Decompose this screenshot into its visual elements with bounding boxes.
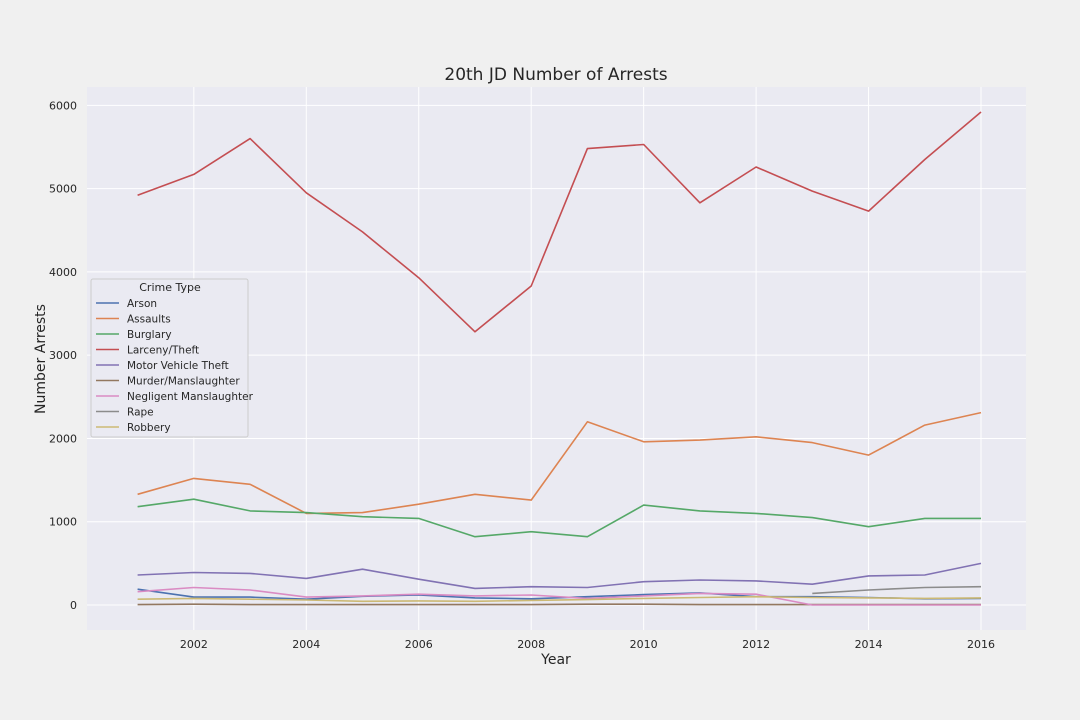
series-line-robbery	[137, 595, 982, 603]
y-tick-label: 2000	[49, 432, 77, 445]
x-tick-label: 2002	[180, 638, 208, 651]
legend-title: Crime Type	[139, 281, 201, 294]
series-line-rape	[812, 585, 982, 595]
y-tick-label: 1000	[49, 516, 77, 529]
x-tick-label: 2006	[405, 638, 433, 651]
series-line-negligent-manslaughter	[137, 586, 981, 606]
x-tick-label: 2004	[292, 638, 320, 651]
x-tick-label: 2014	[855, 638, 883, 651]
chart-title: 20th JD Number of Arrests	[444, 65, 667, 85]
legend-item-murder-manslaughter: Murder/Manslaughter	[96, 376, 240, 388]
axis-ticks: 2002 2004 2006 2008 2010 2012 2014 2016 0 1000 200…	[49, 99, 995, 651]
legend-item-negligent-manslaughter: Negligent Manslaughter	[96, 391, 254, 403]
x-tick-label: 2008	[517, 638, 545, 651]
y-tick-label: 5000	[49, 183, 77, 196]
legend-label: Murder/Manslaughter	[127, 376, 240, 388]
legend-label: Robbery	[127, 422, 171, 434]
y-tick-label: 4000	[49, 266, 77, 279]
series-line-assaults	[137, 411, 982, 515]
y-tick-label: 3000	[49, 349, 77, 362]
legend-item-assaults: Assaults	[96, 314, 171, 326]
x-tick-label: 2012	[742, 638, 770, 651]
y-tick-label: 0	[70, 599, 77, 612]
legend-item-rape: Rape	[96, 407, 154, 419]
legend-label: Burglary	[127, 329, 172, 341]
x-tick-label: 2016	[967, 638, 995, 651]
legend-item-motor-vehicle-theft: Motor Vehicle Theft	[96, 360, 229, 372]
x-axis-label: Year	[540, 652, 571, 668]
legend-box	[90, 278, 249, 438]
series-lines	[137, 111, 982, 606]
legend-item-robbery: Robbery	[96, 422, 171, 434]
legend: Crime Type Arson Assaults Burglary Larceny/…	[90, 278, 254, 438]
legend-item-burglary: Burglary	[96, 329, 172, 341]
x-tick-label: 2010	[630, 638, 658, 651]
y-tick-label: 6000	[49, 99, 77, 112]
y-axis-label: Number Arrests	[33, 304, 49, 414]
legend-label: Larceny/Theft	[127, 345, 199, 357]
legend-label: Motor Vehicle Theft	[127, 360, 229, 372]
series-line-larceny-theft	[137, 111, 982, 333]
series-line-burglary	[137, 498, 981, 538]
legend-label: Arson	[127, 298, 157, 310]
series-line-motor-vehicle-theft	[137, 562, 982, 590]
legend-item-arson: Arson	[96, 298, 157, 310]
legend-label: Assaults	[127, 314, 171, 326]
legend-label: Rape	[127, 407, 154, 419]
legend-item-larceny-theft: Larceny/Theft	[96, 345, 199, 357]
legend-label: Negligent Manslaughter	[127, 391, 254, 403]
